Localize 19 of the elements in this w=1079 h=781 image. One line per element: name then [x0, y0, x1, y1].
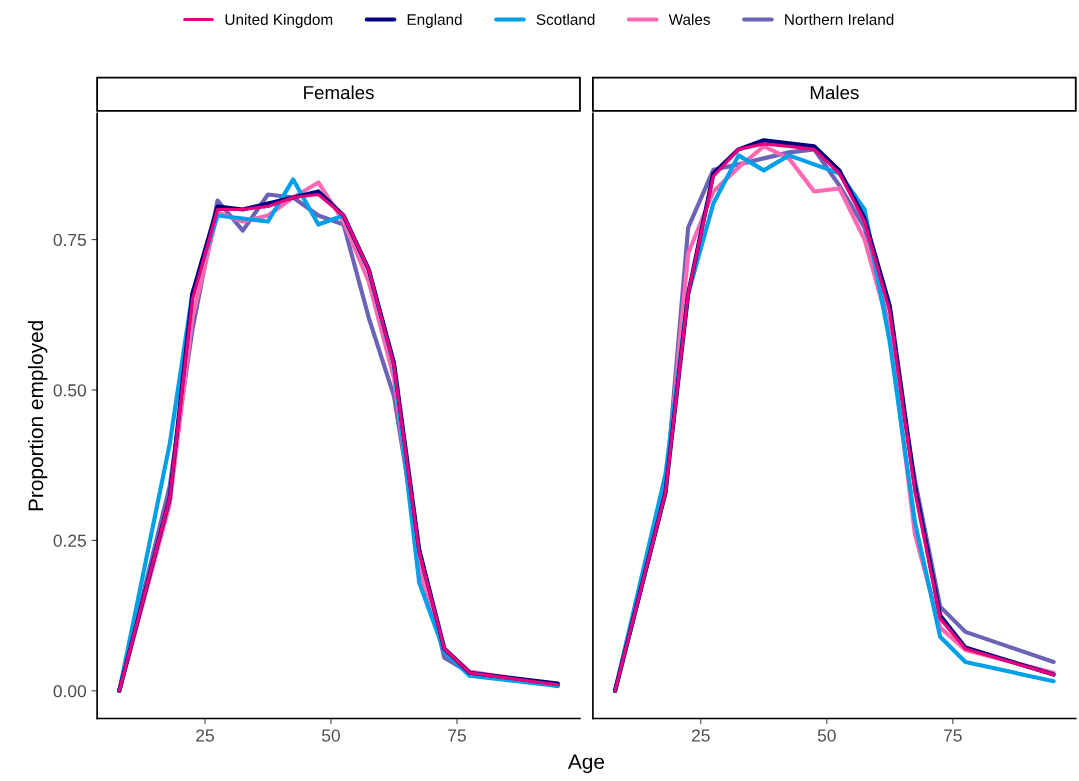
legend-label: England: [407, 13, 462, 28]
x-tick-label: 75: [944, 729, 962, 742]
legend-label: Northern Ireland: [785, 13, 894, 25]
y-axis-title: Proportion employed: [27, 321, 48, 511]
legend-label: United Kingdom: [225, 13, 333, 28]
y-tick-label: 0.75: [53, 233, 86, 247]
x-tick-label: 50: [322, 729, 340, 742]
y-tick-label: 0.00: [53, 685, 87, 698]
y-tick-label: 0.50: [53, 384, 87, 397]
x-tick-label: 50: [817, 729, 836, 742]
x-tick-label: 75: [448, 729, 466, 742]
x-tick-label: 25: [196, 729, 214, 742]
y-tick-label: 0.25: [53, 534, 86, 547]
x-tick-label: 25: [691, 729, 710, 742]
chart-title: Females: [304, 85, 374, 100]
x-axis-title: Age: [567, 754, 605, 774]
chart-title: Males: [810, 85, 859, 100]
legend-label: Wales: [668, 13, 710, 25]
legend-label: Scotland: [536, 13, 595, 25]
